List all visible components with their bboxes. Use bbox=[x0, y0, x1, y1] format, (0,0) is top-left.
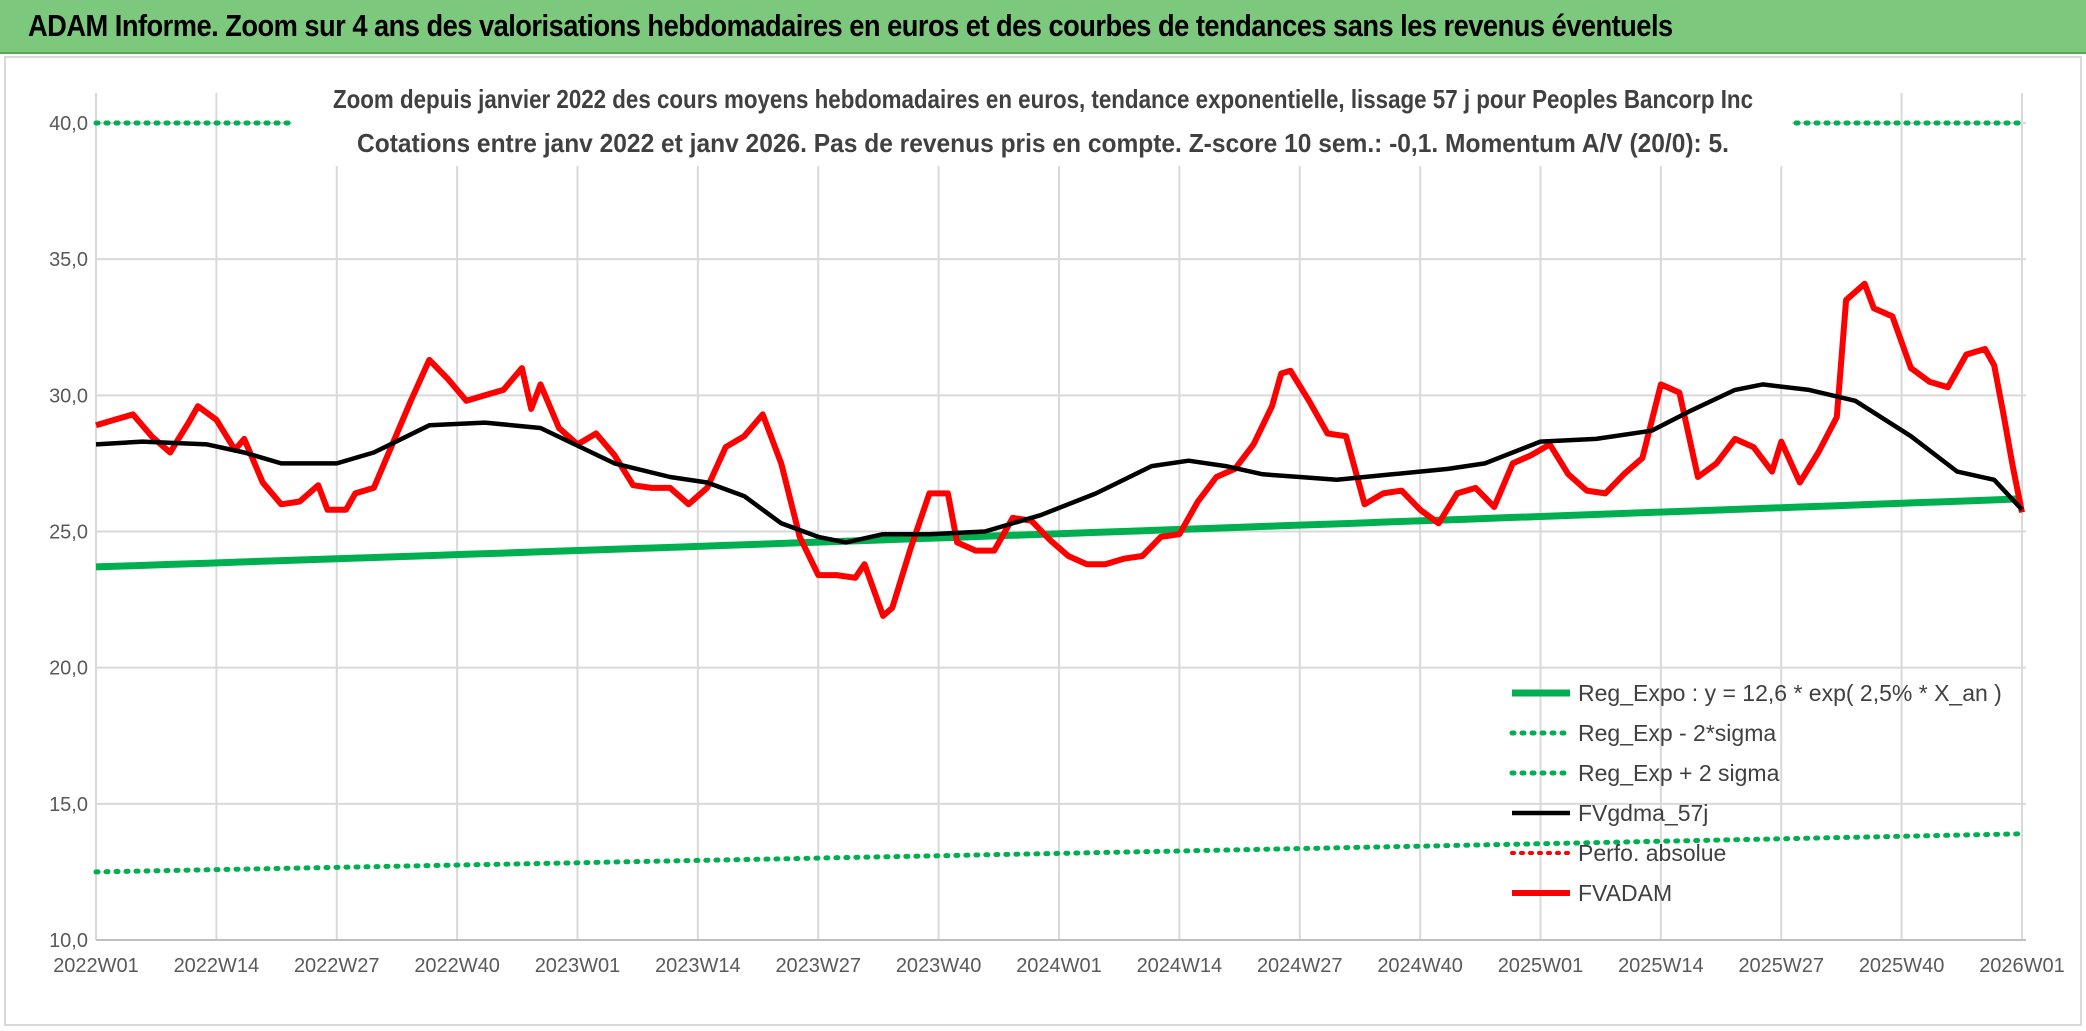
x-tick-label: 2023W27 bbox=[775, 955, 861, 977]
chart-title-line2: Cotations entre janv 2022 et janv 2026. … bbox=[357, 128, 1729, 158]
x-axis-ticks: 2022W01 2022W14 2022W27 2022W40 2023W01 2023W… bbox=[53, 955, 2065, 977]
x-tick-label: 2026W01 bbox=[1979, 955, 2065, 977]
y-tick-label: 20,0 bbox=[49, 658, 88, 680]
fvgdma-57j-line bbox=[95, 382, 2024, 545]
legend-label-fvgdma: FVgdma_57j bbox=[1578, 800, 1708, 826]
x-tick-label: 2024W01 bbox=[1016, 955, 1102, 977]
y-tick-label: 35,0 bbox=[49, 249, 88, 271]
x-tick-label: 2022W14 bbox=[174, 955, 260, 977]
legend-label-sigma_plus: Reg_Exp + 2 sigma bbox=[1578, 760, 1780, 786]
x-tick-label: 2025W27 bbox=[1738, 955, 1824, 977]
title-backdrop bbox=[292, 76, 1792, 166]
reg-exp-minus-2sigma-line bbox=[93, 831, 2025, 875]
legend-label-reg_expo: Reg_Expo : y = 12,6 * exp( 2,5% * X_an ) bbox=[1578, 680, 2002, 706]
x-tick-label: 2025W40 bbox=[1859, 955, 1945, 977]
legend-label-sigma_minus: Reg_Exp - 2*sigma bbox=[1578, 720, 1776, 746]
grid-lines bbox=[95, 93, 2026, 941]
x-tick-label: 2024W40 bbox=[1377, 955, 1463, 977]
legend-label-fvadam: FVADAM bbox=[1578, 880, 1672, 906]
x-tick-label: 2025W01 bbox=[1498, 955, 1584, 977]
header-banner: ADAM Informe. Zoom sur 4 ans des valoris… bbox=[0, 0, 2086, 54]
y-tick-label: 40,0 bbox=[49, 113, 88, 135]
y-axis-ticks: 10,0 15,0 20,0 25,0 30,0 35,0 40,0 bbox=[49, 113, 88, 952]
y-tick-label: 25,0 bbox=[49, 522, 88, 544]
chart-title-line1: Zoom depuis janvier 2022 des cours moyen… bbox=[333, 84, 1753, 114]
fvadam-line bbox=[95, 280, 2025, 619]
x-tick-label: 2022W40 bbox=[414, 955, 500, 977]
reg-expo-line bbox=[95, 495, 2023, 571]
x-tick-label: 2024W14 bbox=[1137, 955, 1223, 977]
y-tick-label: 15,0 bbox=[49, 794, 88, 816]
x-tick-label: 2023W14 bbox=[655, 955, 741, 977]
x-tick-label: 2023W01 bbox=[535, 955, 621, 977]
page-title: ADAM Informe. Zoom sur 4 ans des valoris… bbox=[28, 8, 1673, 43]
legend-label-perfo: Perfo. absolue bbox=[1578, 840, 1726, 866]
y-tick-label: 10,0 bbox=[49, 930, 88, 952]
x-tick-label: 2023W40 bbox=[896, 955, 982, 977]
x-tick-label: 2024W27 bbox=[1257, 955, 1343, 977]
x-tick-label: 2022W27 bbox=[294, 955, 380, 977]
x-tick-label: 2025W14 bbox=[1618, 955, 1704, 977]
y-tick-label: 30,0 bbox=[49, 385, 88, 407]
chart-legend: Reg_Expo : y = 12,6 * exp( 2,5% * X_an )… bbox=[1509, 680, 2002, 906]
x-tick-label: 2022W01 bbox=[53, 955, 139, 977]
chart-frame bbox=[4, 56, 2082, 1026]
